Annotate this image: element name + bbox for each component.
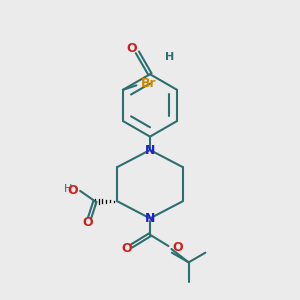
Text: H: H [64, 184, 73, 194]
Text: O: O [172, 241, 183, 254]
Text: O: O [127, 42, 137, 55]
Text: O: O [67, 184, 78, 197]
Text: O: O [83, 217, 94, 230]
Text: N: N [145, 143, 155, 157]
Text: N: N [145, 212, 155, 225]
Text: H: H [166, 52, 175, 62]
Text: Br: Br [141, 77, 156, 90]
Text: O: O [122, 242, 132, 256]
